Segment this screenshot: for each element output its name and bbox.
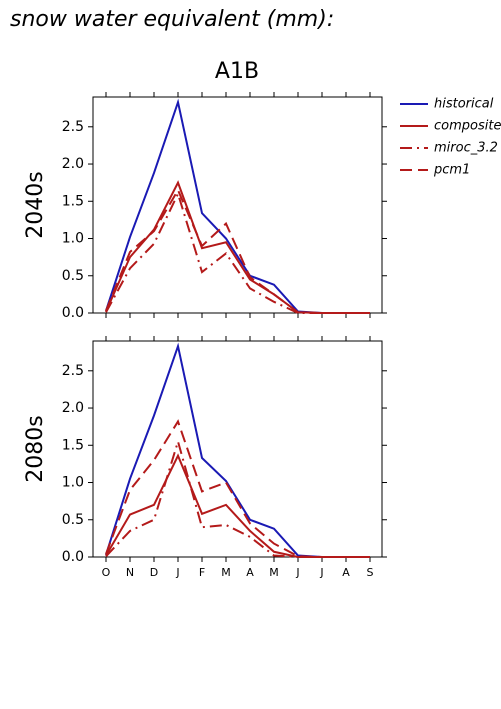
y-tick-label: 0.5	[62, 512, 84, 528]
x-tick-label: M	[269, 566, 279, 579]
plot-frame	[92, 96, 383, 314]
y-tick-label: 0.5	[62, 268, 84, 284]
y-tick-label: 0.0	[62, 305, 84, 321]
y-axis-label: 2040s	[23, 171, 48, 238]
y-tick-label: 2.5	[62, 119, 84, 135]
y-tick-label: 2.5	[62, 363, 84, 379]
x-tick-label: J	[295, 566, 299, 579]
series-line	[105, 98, 370, 314]
x-tick-label: J	[175, 566, 179, 579]
series-line	[105, 180, 370, 314]
series-line	[105, 191, 370, 314]
x-tick-label: A	[342, 566, 350, 579]
legend-label: historical	[434, 97, 494, 112]
x-tick-label: J	[319, 566, 323, 579]
series-line	[105, 342, 370, 558]
chart-title: snow water equivalent (mm):	[10, 7, 334, 32]
legend-label: composite	[434, 119, 501, 134]
y-tick-label: 1.0	[62, 231, 84, 247]
x-tick-label: M	[221, 566, 231, 579]
chart-subtitle: A1B	[215, 59, 259, 84]
y-tick-label: 2.0	[62, 156, 84, 172]
x-tick-label: F	[199, 566, 205, 579]
x-tick-label: S	[367, 566, 374, 579]
x-tick-label: D	[150, 566, 158, 579]
x-tick-label: O	[102, 566, 111, 579]
y-tick-label: 1.5	[62, 193, 84, 209]
x-tick-label: N	[126, 566, 134, 579]
plot-frame	[92, 340, 383, 558]
legend-label: miroc_3.2	[434, 141, 498, 156]
legend-label: pcm1	[433, 163, 470, 178]
y-axis-label: 2080s	[23, 415, 48, 482]
series-line	[105, 187, 370, 314]
y-tick-label: 0.0	[62, 549, 84, 565]
y-tick-label: 1.5	[62, 437, 84, 453]
y-tick-label: 2.0	[62, 400, 84, 416]
series-line	[105, 419, 370, 558]
x-tick-label: A	[246, 566, 254, 579]
y-tick-label: 1.0	[62, 475, 84, 491]
